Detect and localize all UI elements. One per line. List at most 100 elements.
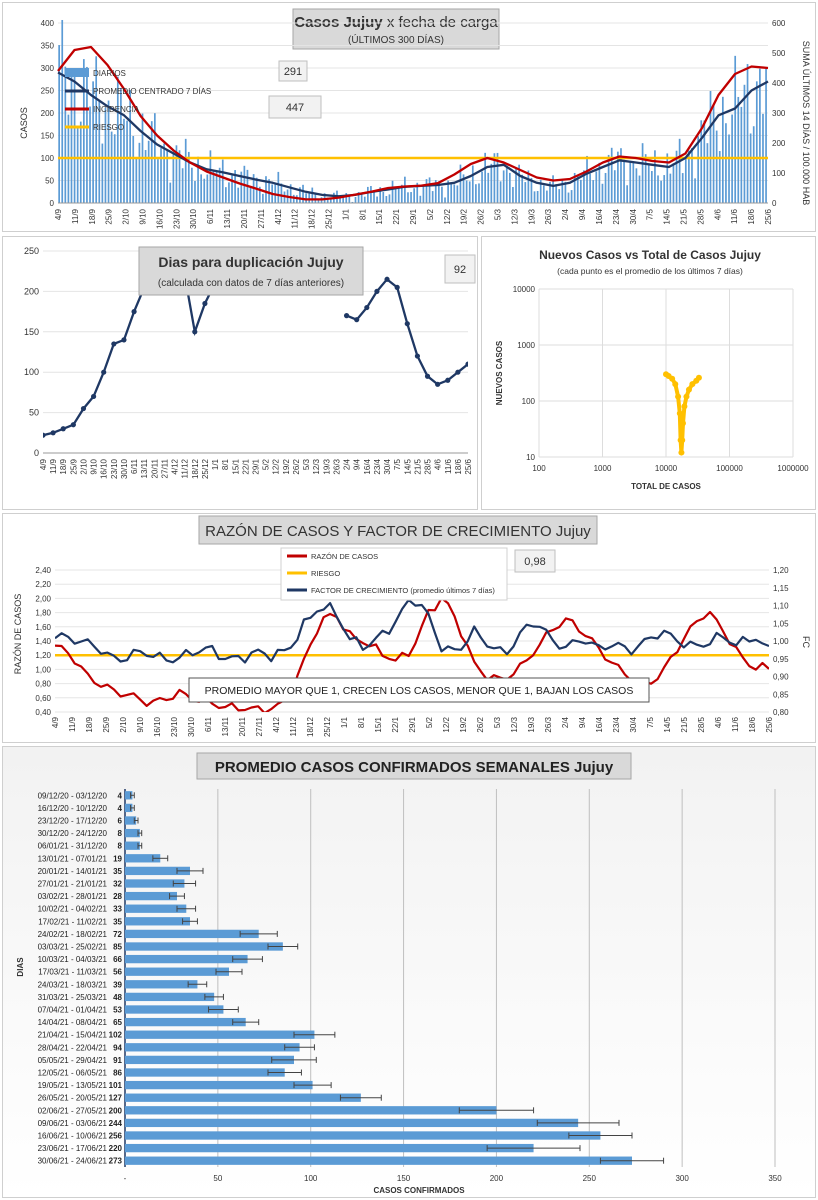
x-tick-label: 5/3: [494, 208, 503, 220]
bar-diarios: [620, 148, 622, 203]
bar-semanal: [125, 1068, 285, 1077]
category-label: 19/05/21 - 13/05/21: [38, 1081, 108, 1090]
bar-semanal: [125, 841, 140, 850]
bar-diarios: [265, 176, 267, 203]
bar-diarios: [138, 142, 141, 203]
bar-diarios: [163, 143, 165, 203]
category-label: 30/12/20 - 24/12/20: [38, 829, 108, 838]
category-label: 06/01/21 - 31/12/20: [38, 842, 108, 851]
bar-diarios: [752, 126, 755, 203]
category-label: 13/01/21 - 07/01/21: [38, 854, 108, 863]
bar-diarios: [604, 172, 607, 203]
x-tick-label: 10000: [655, 464, 678, 473]
x-tick-label: 18/6: [747, 208, 756, 224]
point-duplicacion: [354, 317, 360, 323]
bar-diarios: [672, 163, 675, 203]
chart-title: Dias para duplicación Jujuy: [158, 254, 343, 270]
x-tick-label: 18/9: [59, 458, 68, 474]
bar-diarios: [737, 96, 740, 203]
bar-diarios: [518, 164, 520, 203]
bar-value-label: 85: [113, 943, 122, 952]
point-nuevos-vs-total: [678, 449, 685, 456]
bar-diarios: [493, 153, 496, 203]
bar-diarios: [434, 180, 437, 203]
bar-diarios: [496, 152, 499, 203]
legend-label-riesgo: RIESGO: [311, 569, 340, 578]
category-label: 23/06/21 - 17/06/21: [38, 1144, 108, 1153]
bar-diarios: [524, 182, 527, 203]
x-tick-label: 11/9: [49, 458, 58, 474]
bar-diarios: [101, 143, 104, 203]
y-tick-label-right: 500: [772, 49, 786, 58]
bar-diarios: [638, 175, 641, 203]
x-tick-label: 26/2: [476, 716, 485, 732]
bar-value-label: 65: [113, 1018, 122, 1027]
bar-diarios: [508, 172, 511, 203]
bar-diarios: [542, 185, 545, 203]
bar-diarios: [441, 186, 443, 203]
bar-semanal: [125, 942, 283, 951]
bar-diarios: [635, 168, 638, 203]
bar-value-label: 56: [113, 968, 122, 977]
bar-diarios: [428, 177, 431, 203]
bar-diarios: [357, 192, 360, 203]
y-tick-label-right: 100: [772, 169, 786, 178]
bar-diarios: [178, 150, 181, 203]
category-label: 30/06/21 - 24/06/21: [38, 1157, 108, 1166]
bar-diarios: [147, 140, 150, 203]
x-tick-label: 5/2: [425, 716, 434, 728]
bar-diarios: [172, 151, 175, 203]
value-box-diarios: [278, 60, 308, 82]
category-label: 03/03/21 - 25/02/21: [38, 943, 108, 952]
x-tick-label: 18/6: [454, 458, 463, 474]
category-label: 03/02/21 - 28/01/21: [38, 892, 108, 901]
bar-value-label: 32: [113, 880, 122, 889]
point-nuevos-vs-total: [685, 386, 692, 393]
bar-diarios: [391, 180, 394, 203]
bar-diarios: [416, 182, 419, 203]
bar-diarios: [268, 179, 270, 203]
point-duplicacion: [60, 426, 66, 432]
bar-semanal: [125, 828, 140, 838]
bar-diarios: [539, 179, 542, 203]
x-tick-label: 12/3: [312, 458, 321, 474]
bar-semanal: [125, 954, 248, 964]
category-label: 10/02/21 - 04/02/21: [38, 905, 108, 914]
y-tick-label: 1,80: [35, 609, 51, 618]
point-duplicacion: [364, 304, 370, 311]
x-axis-label: TOTAL DE CASOS: [631, 482, 701, 491]
y-tick-label: 1,00: [35, 665, 51, 674]
bar-diarios: [527, 170, 530, 203]
bar-value-label: 101: [109, 1081, 123, 1090]
point-duplicacion: [394, 284, 400, 290]
bar-diarios: [413, 188, 415, 203]
bar-semanal: [125, 1055, 294, 1065]
bar-diarios: [610, 147, 613, 203]
point-duplicacion: [70, 422, 76, 428]
x-tick-label: 21/5: [680, 716, 689, 732]
x-tick-label: 11/6: [730, 208, 739, 224]
y-axis-label: CASOS: [19, 107, 29, 139]
bar-semanal: [125, 1030, 315, 1039]
x-tick-label: 30/10: [120, 458, 129, 479]
bar-diarios: [425, 179, 428, 203]
y-tick-label: 300: [41, 64, 55, 73]
bar-diarios: [740, 106, 743, 203]
bar-diarios: [98, 100, 101, 203]
bar-diarios: [728, 134, 730, 203]
bar-diarios: [499, 181, 502, 203]
bar-diarios: [644, 154, 647, 203]
legend-box: [280, 547, 508, 601]
bar-diarios: [166, 150, 169, 203]
bar-diarios: [657, 175, 659, 203]
y-axis-label: NUEVOS CASOS: [495, 340, 504, 405]
chart-title: PROMEDIO CASOS CONFIRMADOS SEMANALES Juj…: [215, 759, 614, 776]
x-tick-label: 2/4: [561, 716, 570, 728]
bar-semanal: [125, 854, 161, 863]
bar-diarios: [718, 151, 721, 203]
bar-diarios: [617, 151, 619, 203]
x-tick-label: 1000: [594, 464, 612, 473]
bar-diarios: [759, 68, 761, 204]
bar-diarios: [329, 198, 332, 203]
bar-semanal: [125, 816, 137, 825]
